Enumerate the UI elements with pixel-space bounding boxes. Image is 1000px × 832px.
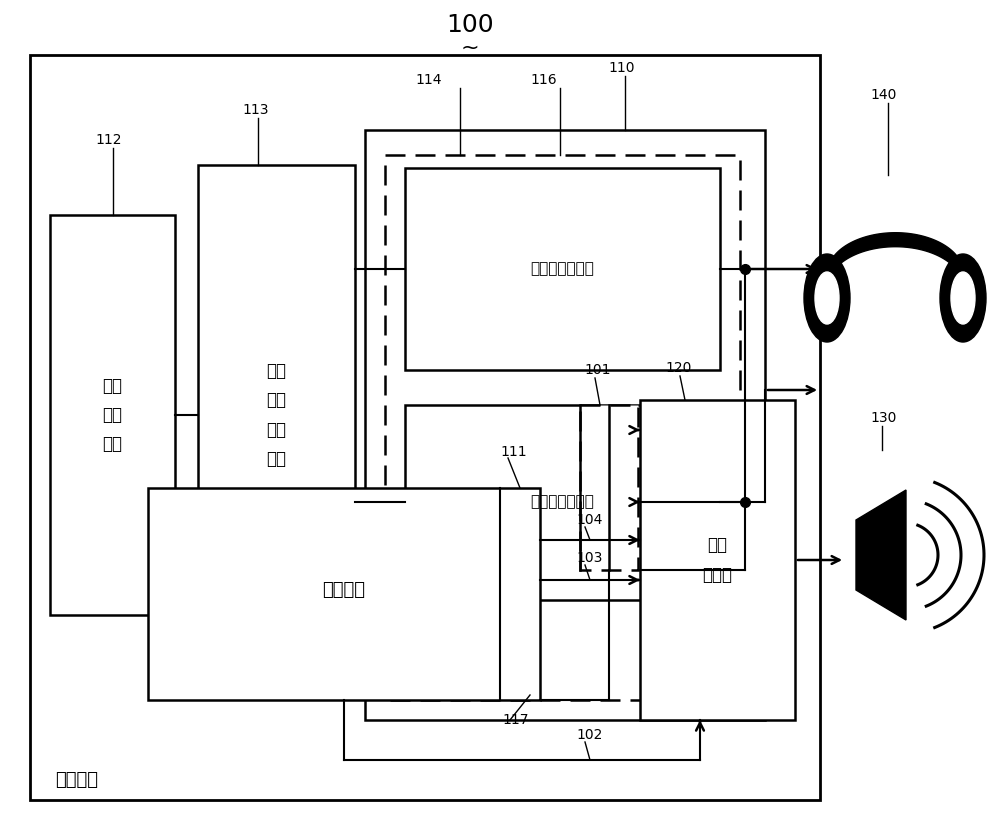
Bar xyxy=(405,405,720,600)
Bar xyxy=(30,55,820,800)
Text: 音频
信号
处理
单元: 音频 信号 处理 单元 xyxy=(266,362,286,468)
Ellipse shape xyxy=(940,254,986,342)
Text: 第一数模转换器: 第一数模转换器 xyxy=(530,261,594,276)
Ellipse shape xyxy=(804,254,850,342)
Text: 100: 100 xyxy=(446,13,494,37)
Text: 117: 117 xyxy=(502,713,528,727)
Text: 112: 112 xyxy=(95,133,122,147)
Text: 113: 113 xyxy=(242,103,268,117)
Text: 140: 140 xyxy=(870,88,896,102)
Text: 控制单元: 控制单元 xyxy=(322,581,366,599)
Bar xyxy=(148,488,540,700)
Ellipse shape xyxy=(815,272,839,324)
Text: 104: 104 xyxy=(576,513,602,527)
Text: 功率
放大器: 功率 放大器 xyxy=(702,537,732,583)
Text: 114: 114 xyxy=(415,73,442,87)
Text: 第二数模转换器: 第二数模转换器 xyxy=(530,494,594,509)
Text: 116: 116 xyxy=(530,73,557,87)
Text: 102: 102 xyxy=(576,728,602,742)
Text: 111: 111 xyxy=(500,445,527,459)
Text: 110: 110 xyxy=(608,61,635,75)
Bar xyxy=(385,155,740,700)
Ellipse shape xyxy=(951,272,975,324)
Bar xyxy=(50,215,175,615)
Bar xyxy=(405,168,720,370)
Bar xyxy=(640,400,795,720)
Text: 120: 120 xyxy=(665,361,691,375)
Text: ~: ~ xyxy=(461,38,479,58)
Text: 音频
解码
单元: 音频 解码 单元 xyxy=(102,377,122,453)
Bar xyxy=(198,165,355,665)
Bar xyxy=(580,405,638,570)
Text: 103: 103 xyxy=(576,551,602,565)
Text: 基带芯片: 基带芯片 xyxy=(55,771,98,789)
Bar xyxy=(365,130,765,720)
Polygon shape xyxy=(856,490,906,620)
Text: 130: 130 xyxy=(870,411,896,425)
Text: 101: 101 xyxy=(584,363,610,377)
